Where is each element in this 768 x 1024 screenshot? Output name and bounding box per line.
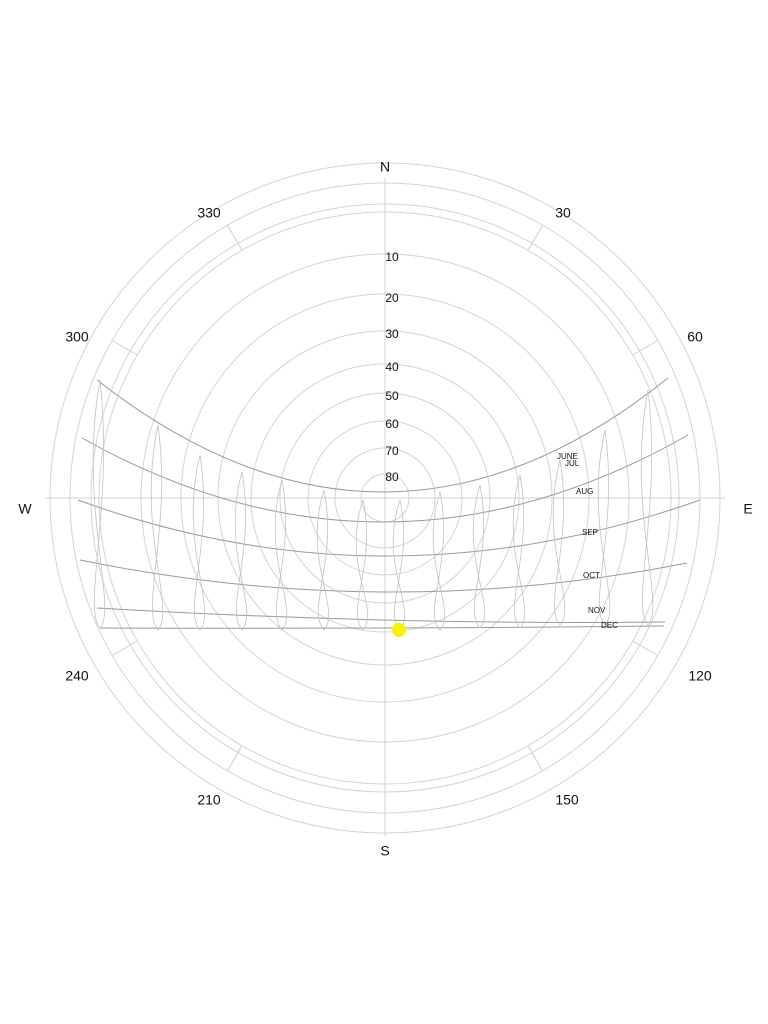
azimuth-tick (111, 640, 138, 656)
sun-paths (77, 377, 701, 631)
compass-label: W (18, 501, 32, 517)
altitude-label: 40 (385, 360, 399, 374)
month-path (81, 434, 689, 523)
altitude-label: 80 (385, 470, 399, 484)
labels: N E S W 30 60 120 150 210 240 300 330 10 20 30 40 50 60 70… (18, 159, 752, 859)
analemma (597, 429, 611, 626)
azimuth-label: 30 (555, 205, 571, 221)
analemma (432, 491, 446, 631)
altitude-label: 60 (385, 417, 399, 431)
month-label: DEC (601, 621, 618, 630)
analemma (552, 459, 566, 626)
altitude-label: 50 (385, 389, 399, 403)
analemma (274, 479, 288, 631)
altitude-label: 10 (385, 250, 399, 264)
altitude-label: 30 (385, 327, 399, 341)
analemma (92, 379, 106, 629)
analemma (512, 474, 526, 629)
analemma (392, 499, 406, 631)
azimuth-label: 240 (65, 668, 89, 684)
month-path (79, 559, 688, 593)
azimuth-label: 150 (555, 792, 579, 808)
azimuth-tick (111, 340, 138, 356)
azimuth-tick (632, 340, 659, 356)
month-label: NOV (588, 606, 606, 615)
analemma (355, 499, 369, 631)
azimuth-tick (227, 745, 243, 772)
azimuth-label: 330 (197, 205, 221, 221)
altitude-label: 70 (385, 444, 399, 458)
sun-position (392, 623, 406, 637)
month-label: JUNE (557, 452, 578, 461)
analemma (150, 424, 164, 631)
analemma (316, 489, 330, 631)
azimuth-label: 60 (687, 329, 703, 345)
analemma (472, 484, 486, 629)
month-label: OCT (583, 571, 600, 580)
month-label: SEP (582, 528, 598, 537)
month-path (99, 625, 665, 629)
month-path (96, 377, 669, 493)
analemma (234, 471, 248, 631)
compass-label: S (380, 843, 389, 859)
compass-label: N (380, 159, 390, 175)
month-label: JUL (565, 459, 580, 468)
azimuth-tick (527, 745, 543, 772)
analemma (192, 454, 206, 631)
altitude-label: 20 (385, 291, 399, 305)
azimuth-label: 210 (197, 792, 221, 808)
azimuth-tick (527, 224, 543, 251)
azimuth-label: 300 (65, 329, 89, 345)
azimuth-label: 120 (688, 668, 712, 684)
month-path (77, 499, 701, 557)
month-label: AUG (576, 487, 593, 496)
compass-label: E (743, 501, 752, 517)
rings (45, 162, 725, 836)
analemma (640, 389, 654, 626)
month-path (96, 607, 666, 623)
azimuth-tick (632, 640, 659, 656)
azimuth-tick (227, 224, 243, 251)
